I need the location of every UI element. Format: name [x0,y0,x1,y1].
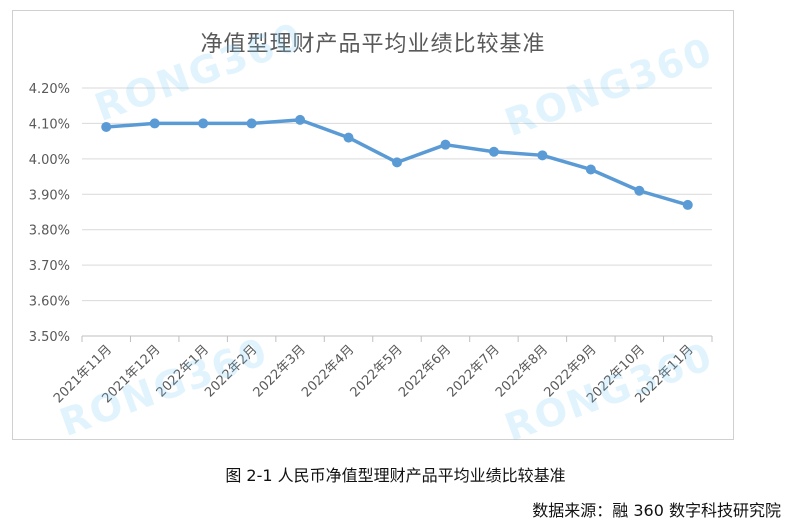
y-tick-label: 3.70% [29,259,70,274]
data-source: 数据来源：融 360 数字科技研究院 [532,501,781,520]
data-point [246,118,257,129]
y-tick-label: 4.10% [29,117,70,132]
data-point [634,185,645,196]
data-point [101,121,112,132]
data-point [682,199,693,210]
data-point [440,139,451,150]
data-point [295,114,306,125]
data-point [392,157,402,168]
y-tick-label: 3.90% [29,188,70,203]
data-point [488,146,499,157]
y-tick-label: 3.50% [29,330,70,345]
chart-title: 净值型理财产品平均业绩比较基准 [200,32,546,57]
figure-caption: 图 2-1 人民币净值型理财产品平均业绩比较基准 [225,466,566,485]
y-tick-label: 3.60% [29,295,70,310]
y-tick-label: 4.00% [29,153,70,168]
data-point [198,118,209,129]
data-point [585,164,596,175]
data-point [343,132,354,143]
y-tick-label: 4.20% [29,82,70,97]
y-tick-label: 3.80% [29,224,70,239]
data-point [537,150,548,161]
chart-frame [12,10,734,440]
data-point [149,118,160,129]
